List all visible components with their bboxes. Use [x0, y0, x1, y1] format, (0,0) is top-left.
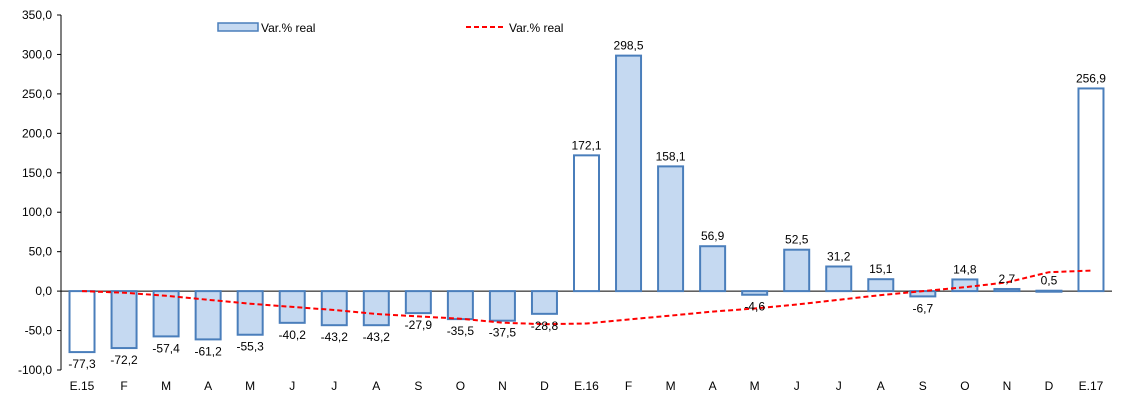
- x-tick-label: S: [414, 379, 422, 393]
- x-tick-label: D: [540, 379, 549, 393]
- legend: Var.% real Var.% real: [217, 21, 563, 35]
- x-tick-label: O: [960, 379, 969, 393]
- x-tick-label: E.15: [70, 379, 95, 393]
- data-label: 14,8: [953, 262, 977, 276]
- data-label: 172,1: [571, 138, 601, 152]
- y-tick-label: 100,0: [22, 205, 52, 219]
- y-tick-label: 350,0: [22, 8, 52, 22]
- x-tick-label: A: [204, 379, 212, 393]
- data-label: 56,9: [701, 229, 725, 243]
- x-tick-label: A: [372, 379, 380, 393]
- data-label: -6,7: [912, 301, 933, 315]
- x-tick-label: M: [750, 379, 760, 393]
- legend-line-label: Var.% real: [509, 21, 563, 35]
- y-tick-label: 250,0: [22, 87, 52, 101]
- trend-line: [81, 269, 1092, 326]
- data-label: -43,2: [363, 330, 391, 344]
- bar: [152, 290, 180, 338]
- x-tick-label: M: [161, 379, 171, 393]
- x-tick-label: O: [456, 379, 465, 393]
- bar: [825, 265, 853, 293]
- data-label: -61,2: [194, 344, 222, 358]
- x-tick-label: M: [245, 379, 255, 393]
- data-label: -27,9: [405, 318, 433, 332]
- data-label: -4,6: [744, 300, 765, 314]
- data-labels: -77,3 -72,2 -57,4 -61,2 -55,3 -40,2 -43,2 -43,2…: [68, 39, 1106, 371]
- data-label: 0,5: [1041, 274, 1058, 288]
- bar: [867, 278, 895, 293]
- y-tick-label: 200,0: [22, 126, 52, 140]
- x-tick-label: M: [666, 379, 676, 393]
- bar: [362, 290, 390, 327]
- bar: [1077, 87, 1105, 293]
- data-label: -55,3: [237, 340, 265, 354]
- x-tick-label: E.16: [574, 379, 599, 393]
- bar: [699, 245, 727, 293]
- bar: [573, 154, 600, 293]
- legend-bar-swatch: [217, 22, 259, 32]
- bars: [68, 54, 1105, 354]
- bar: [446, 290, 474, 321]
- bar: [404, 290, 432, 315]
- x-tick-label: D: [1045, 379, 1054, 393]
- axes: 350,0 300,0 250,0 200,0 150,0 100,0 50,0 0,0 -50…: [18, 8, 1112, 393]
- data-label: 2,7: [999, 272, 1016, 286]
- bar: [993, 287, 1021, 293]
- x-tick-label: N: [1003, 379, 1012, 393]
- data-label: -77,3: [68, 357, 96, 371]
- data-label: -28,8: [531, 319, 559, 333]
- x-tick-label: A: [709, 379, 717, 393]
- y-tick-label: 300,0: [22, 47, 52, 61]
- bar: [530, 290, 558, 315]
- bar: [741, 290, 769, 296]
- data-label: 158,1: [656, 149, 686, 163]
- data-label: 52,5: [785, 233, 809, 247]
- bar: [1035, 289, 1063, 293]
- y-tick-label: 150,0: [22, 166, 52, 180]
- bar: [320, 290, 348, 327]
- bar: [194, 290, 222, 341]
- y-tick-label: 50,0: [29, 245, 53, 259]
- bar: [488, 290, 516, 322]
- data-label: 256,9: [1076, 71, 1106, 85]
- bar: [615, 54, 643, 293]
- x-tick-label: S: [919, 379, 927, 393]
- x-tick-label: F: [120, 379, 127, 393]
- data-label: -37,5: [489, 326, 517, 340]
- x-tick-label: F: [625, 379, 632, 393]
- data-label: 15,1: [869, 262, 893, 276]
- x-tick-label: J: [794, 379, 800, 393]
- x-tick-label: J: [836, 379, 842, 393]
- bar: [783, 248, 811, 293]
- y-tick-label: -50,0: [25, 324, 53, 338]
- bar: [68, 290, 96, 354]
- data-label: -72,2: [110, 353, 138, 367]
- bar: [657, 165, 685, 293]
- trend-line-path: [81, 269, 1092, 326]
- y-tick-label: -100,0: [18, 363, 52, 377]
- x-tick-label: A: [877, 379, 885, 393]
- bar: [236, 290, 264, 336]
- data-label: 31,2: [827, 249, 851, 263]
- data-label: -35,5: [447, 324, 475, 338]
- data-label: -43,2: [321, 330, 349, 344]
- bar: [110, 290, 138, 350]
- bar: [951, 278, 979, 293]
- legend-bar-label: Var.% real: [261, 21, 315, 35]
- data-label: -57,4: [152, 341, 180, 355]
- y-tick-label: 0,0: [35, 284, 52, 298]
- x-tick-label: N: [498, 379, 507, 393]
- x-tick-label: E.17: [1079, 379, 1104, 393]
- x-tick-label: J: [289, 379, 295, 393]
- data-label: 298,5: [614, 39, 644, 53]
- x-tick-label: J: [331, 379, 337, 393]
- data-label: -40,2: [279, 328, 307, 342]
